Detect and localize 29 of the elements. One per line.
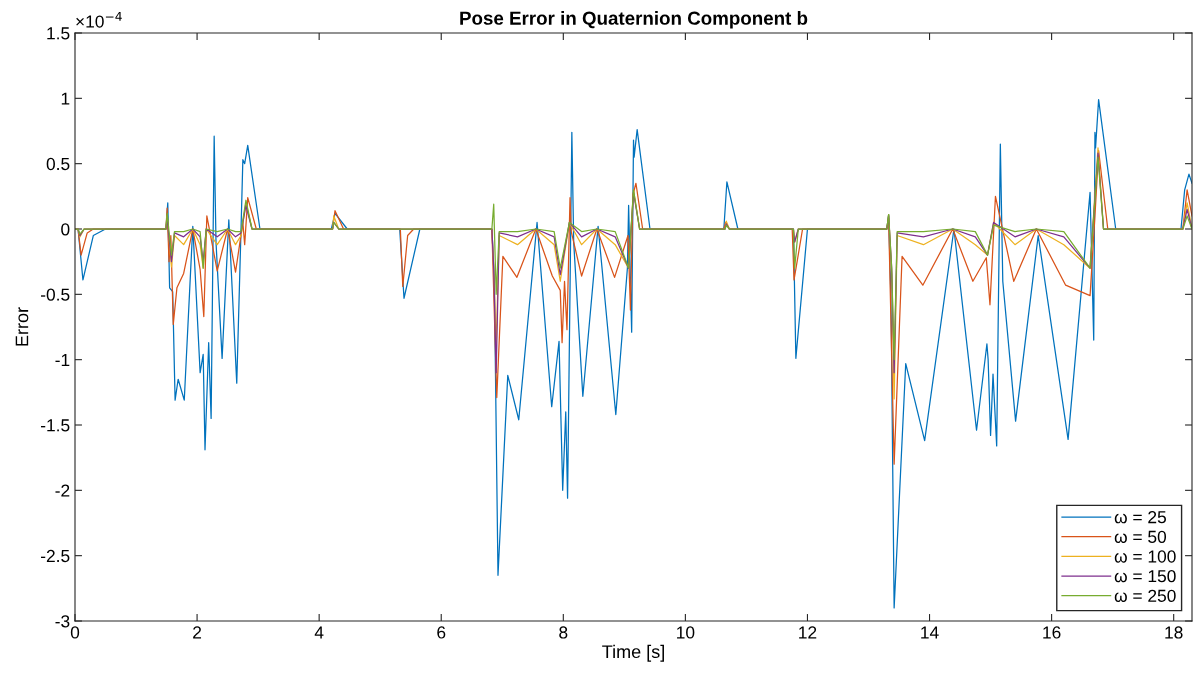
y-tick-label: -1 (55, 354, 70, 366)
y-tick-label: 0 (61, 223, 70, 236)
x-tick-label: 0 (70, 626, 80, 639)
y-tick-label: -1.5 (41, 419, 70, 432)
y-tick-label: 0.5 (46, 157, 70, 171)
y-tick-label: -3 (55, 615, 70, 628)
x-tick-label: 10 (677, 626, 695, 639)
legend-label: ω = 100 (1114, 550, 1176, 563)
legend-label: ω = 50 (1114, 530, 1167, 543)
y-axis-title: Error (15, 307, 29, 346)
x-tick-label: 12 (799, 626, 817, 639)
y-tick-label: -2.5 (41, 549, 70, 563)
chart-title: Pose Error in Quaternion Component b (460, 11, 808, 29)
y-tick-label: -2 (55, 484, 70, 497)
y-tick-label: 1.5 (47, 27, 70, 40)
x-axis-title: Time [s] (602, 644, 664, 662)
x-tick-label: 2 (193, 626, 202, 639)
x-tick-label: 8 (559, 626, 568, 639)
y-tick-label: -0.5 (41, 288, 70, 301)
legend-label: ω = 150 (1114, 569, 1176, 583)
x-tick-label: 6 (437, 626, 446, 639)
y-tick-label: 1 (61, 92, 70, 105)
legend-label: ω = 250 (1114, 589, 1176, 602)
x-tick-label: 18 (1165, 626, 1183, 639)
x-tick-label: 4 (314, 626, 324, 639)
x-tick-label: 14 (921, 626, 939, 639)
legend-label: ω = 25 (1114, 511, 1166, 524)
x-tick-label: 16 (1043, 626, 1061, 639)
text: ×10$^{−4}$ (76, 12, 122, 28)
